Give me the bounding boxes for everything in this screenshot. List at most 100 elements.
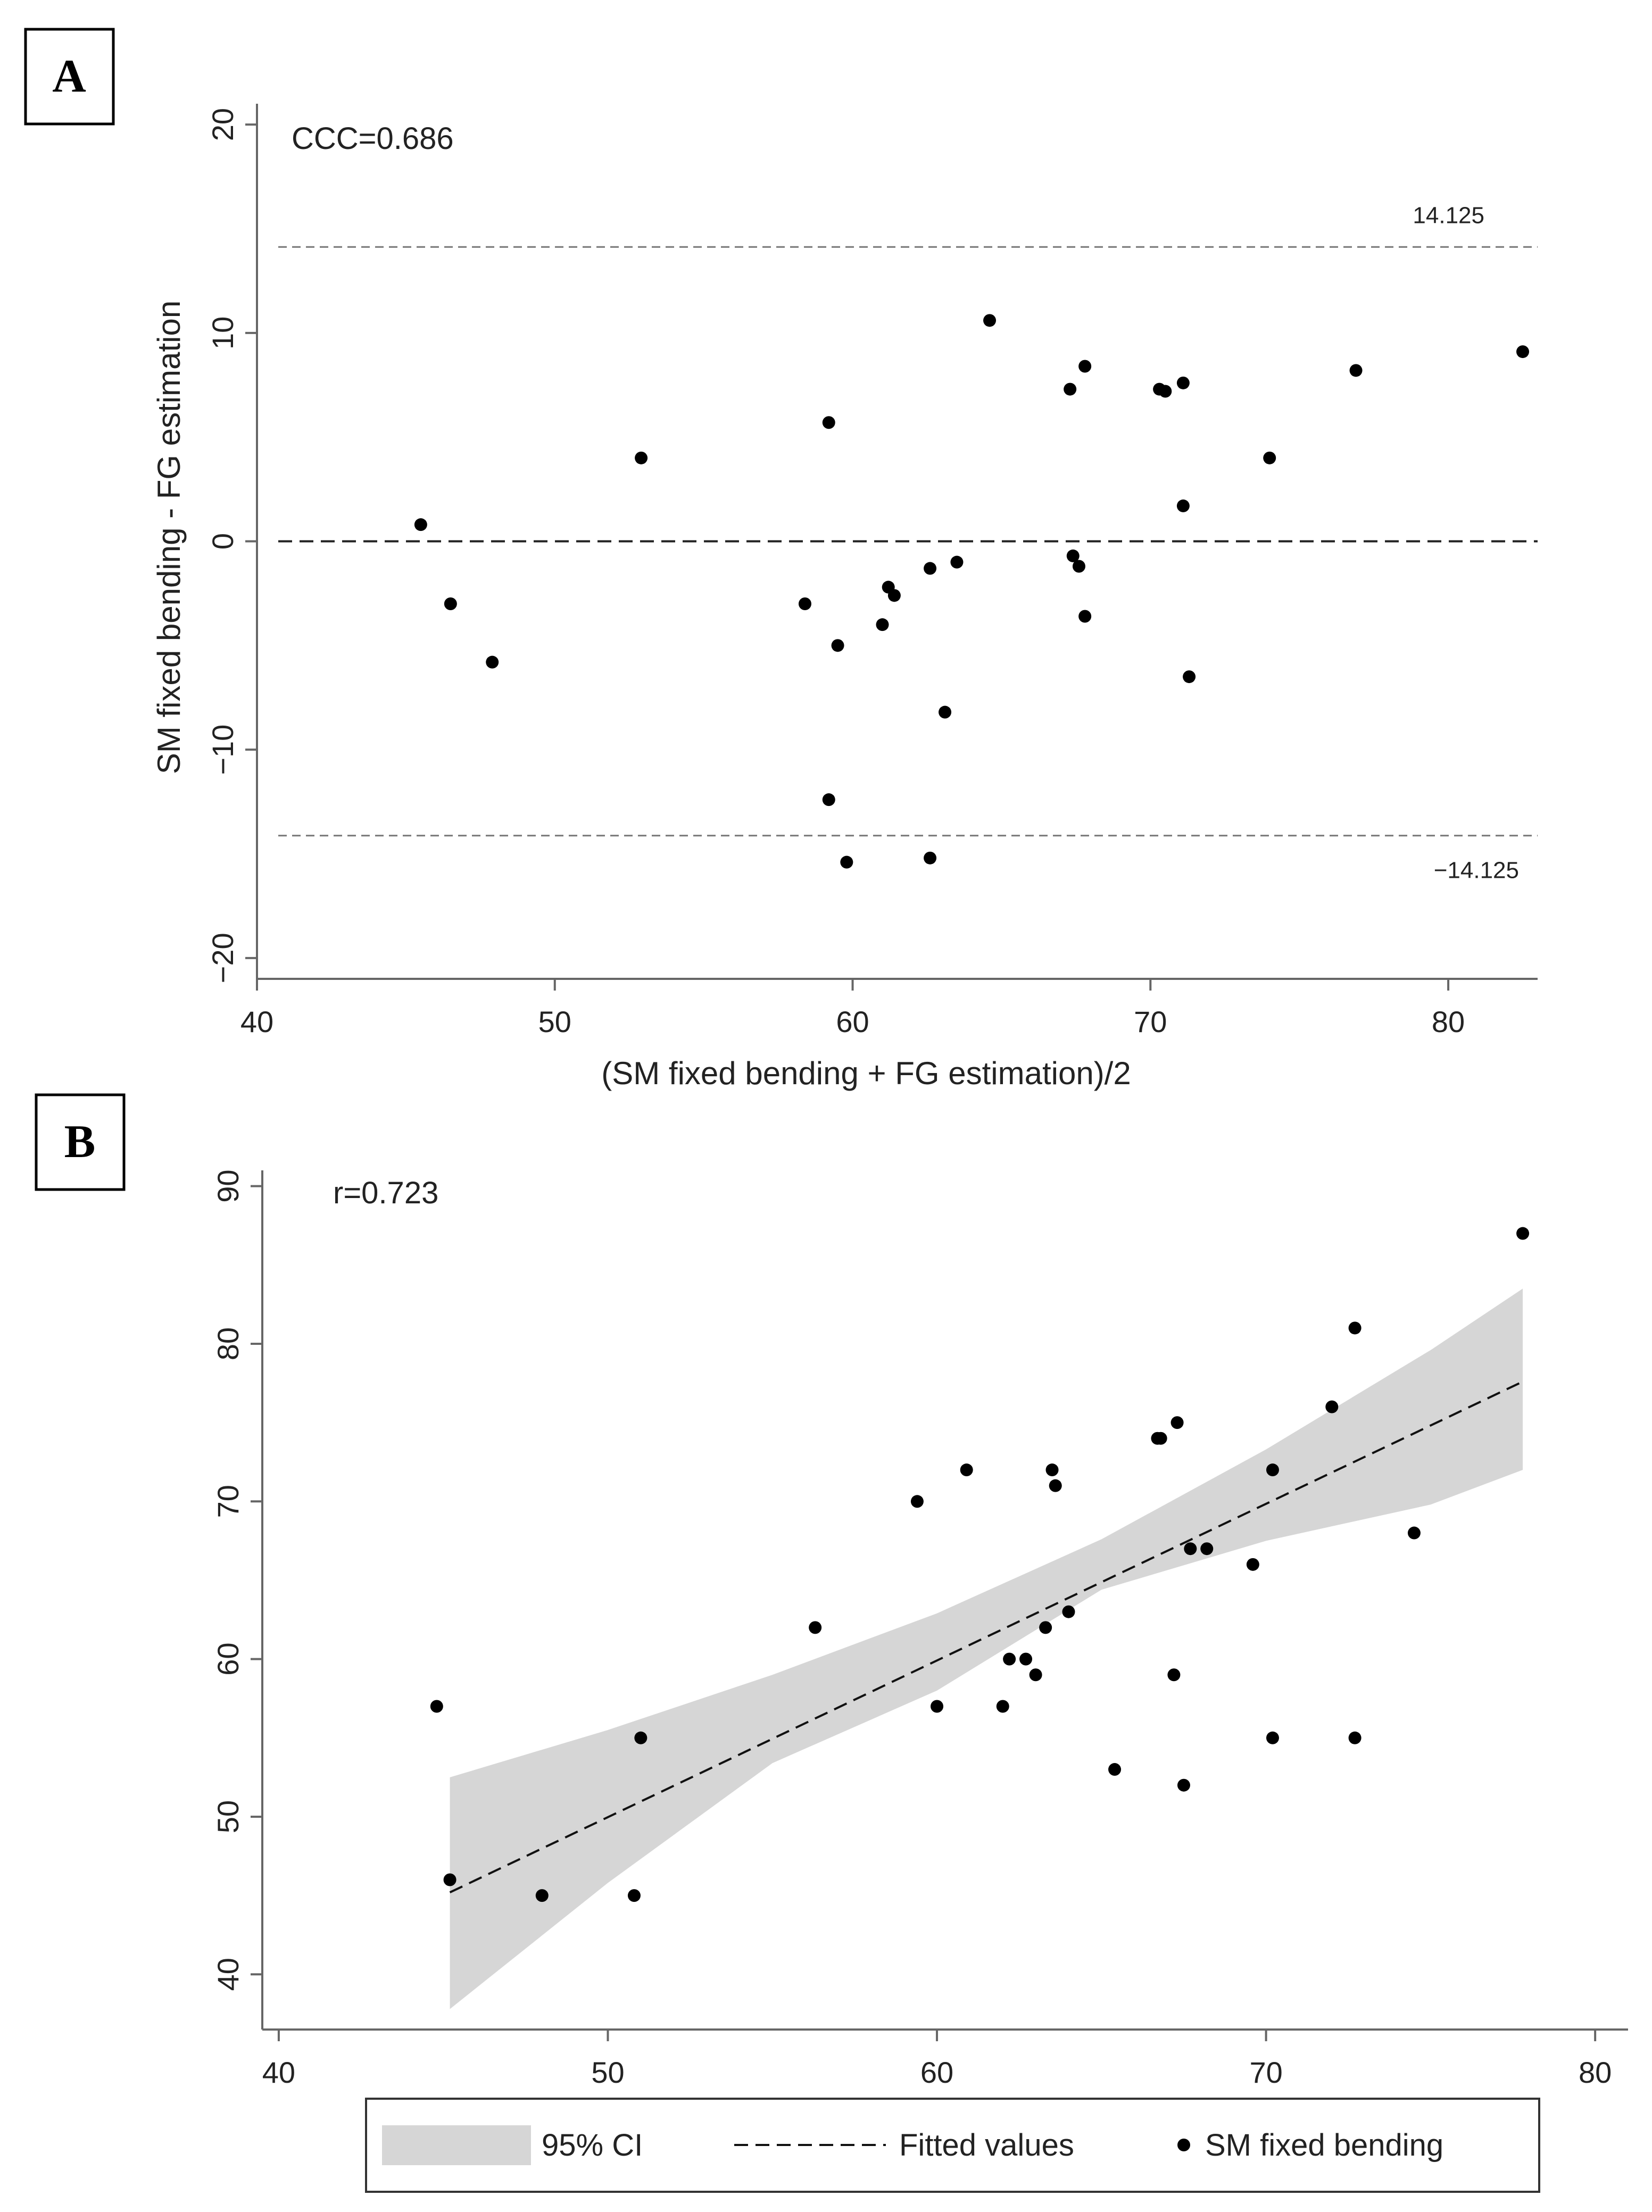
x-tick-label: 40 (262, 2056, 295, 2089)
y-tick-label: 60 (211, 1642, 245, 1675)
panel-b-letter-box (35, 1093, 126, 1191)
data-point (996, 1700, 1009, 1713)
data-point (876, 618, 889, 631)
data-point (1072, 560, 1085, 573)
data-point (822, 793, 835, 806)
y-tick-label: 40 (211, 1958, 245, 1991)
data-point (414, 518, 427, 531)
data-point (1246, 1558, 1259, 1571)
data-point (1349, 364, 1363, 377)
data-point (798, 597, 811, 610)
y-tick-label: 70 (211, 1485, 245, 1518)
data-point (1167, 1668, 1181, 1682)
panel-b-points (430, 1227, 1530, 1902)
data-point (1039, 1621, 1052, 1634)
panel-a-ticks: 40 50 60 70 80 20 10 0 −10 −20 (206, 108, 1465, 1038)
panel-a-y-axis-title: SM fixed bending - FG estimation (151, 301, 187, 774)
panel-b-annotation: r=0.723 (333, 1176, 438, 1210)
data-point (634, 1731, 647, 1744)
panel-a-lower-limit-label: −14.125 (1434, 858, 1519, 884)
data-point (1177, 1778, 1190, 1792)
data-point (1176, 499, 1190, 512)
data-point (983, 314, 997, 327)
data-point (1029, 1668, 1042, 1682)
panel-a-annotation: CCC=0.686 (292, 121, 454, 156)
data-point (1066, 549, 1080, 562)
data-point (1407, 1526, 1421, 1540)
data-point (1266, 1463, 1279, 1477)
data-point (1064, 382, 1077, 396)
data-point (635, 451, 648, 464)
panel-a-reference-lines (278, 246, 1538, 837)
data-point (1176, 376, 1190, 389)
panel-a-x-axis-title: (SM fixed bending + FG estimation)/2 (601, 1055, 1131, 1091)
data-point (1019, 1652, 1033, 1666)
y-tick-label: 0 (206, 533, 239, 550)
data-point (950, 555, 964, 569)
data-point (443, 1873, 456, 1886)
panel-a-upper-limit-label: 14.125 (1413, 202, 1484, 228)
data-point (1045, 1463, 1059, 1477)
legend-label-ci: 95% CI (542, 2128, 643, 2163)
data-point (1003, 1652, 1016, 1666)
data-point (627, 1889, 641, 1902)
data-point (430, 1700, 443, 1713)
panel-b: B 40 50 60 70 80 90 80 70 60 50 40 r=0.723 95% CI … (35, 1093, 1628, 2193)
data-point (924, 851, 937, 864)
data-point (1170, 1416, 1184, 1429)
x-tick-label: 70 (1249, 2056, 1282, 2089)
data-point (1154, 1432, 1167, 1445)
data-point (1348, 1321, 1362, 1335)
data-point (1078, 360, 1092, 373)
data-point (1266, 1731, 1279, 1744)
data-point (1062, 1605, 1075, 1618)
x-tick-label: 50 (591, 2056, 624, 2089)
y-tick-label: 80 (211, 1327, 245, 1360)
panel-b-ci-band (450, 1288, 1523, 2009)
legend-label-point: SM fixed bending (1205, 2128, 1443, 2163)
x-tick-label: 70 (1134, 1005, 1167, 1038)
data-point (1078, 610, 1092, 623)
x-tick-label: 80 (1579, 2056, 1612, 2089)
data-point (924, 562, 937, 575)
x-tick-label: 40 (240, 1005, 273, 1038)
legend-label-fit: Fitted values (899, 2128, 1074, 2163)
data-point (1263, 451, 1276, 464)
data-point (822, 416, 835, 429)
legend-swatch-point (1177, 2139, 1190, 2151)
data-point (910, 1495, 924, 1508)
data-point (887, 589, 901, 602)
x-tick-label: 80 (1432, 1005, 1465, 1038)
panel-a-letter: A (52, 51, 86, 102)
data-point (1516, 1227, 1530, 1240)
data-point (535, 1889, 549, 1902)
data-point (1348, 1731, 1362, 1744)
data-point (960, 1463, 973, 1477)
panel-a-points (414, 314, 1530, 869)
y-tick-label: 20 (206, 108, 239, 141)
y-tick-label: −10 (206, 725, 239, 775)
x-tick-label: 50 (538, 1005, 571, 1038)
legend-swatch-ci (382, 2125, 531, 2165)
x-tick-label: 60 (920, 2056, 953, 2089)
data-point (444, 597, 457, 610)
panel-a-letter-box (24, 28, 115, 126)
y-tick-label: 90 (211, 1169, 245, 1202)
panel-b-ticks: 40 50 60 70 80 90 80 70 60 50 40 (211, 1169, 1612, 2089)
data-point (840, 855, 853, 869)
legend-frame (365, 2098, 1540, 2193)
data-point (1049, 1479, 1062, 1492)
data-point (1200, 1542, 1214, 1556)
panel-b-letter: B (64, 1116, 96, 1168)
data-point (1516, 345, 1530, 359)
data-point (1184, 1542, 1197, 1556)
data-point (1108, 1763, 1122, 1776)
y-tick-label: 50 (211, 1800, 245, 1833)
data-point (1183, 670, 1196, 684)
data-point (809, 1621, 822, 1634)
data-point (931, 1700, 944, 1713)
x-tick-label: 60 (836, 1005, 869, 1038)
data-point (831, 639, 844, 652)
panel-a: A 40 50 60 70 80 20 10 0 −10 −20 CCC=0.686 14.125… (24, 28, 1538, 1091)
